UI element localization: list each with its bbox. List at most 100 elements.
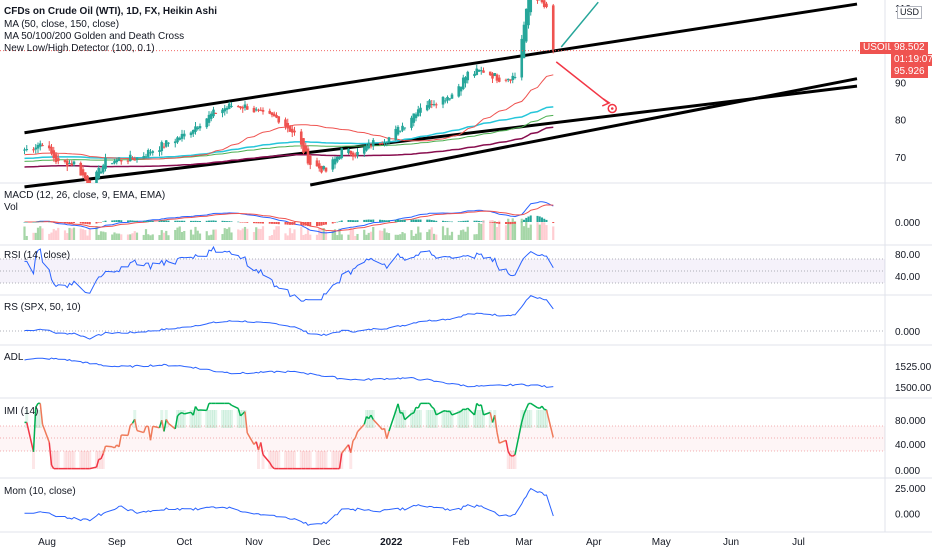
volume-bar [401,232,404,240]
imi-low-shade [299,451,303,469]
price-candles [23,0,555,183]
macd-histogram-bar [84,222,87,224]
imi-tick: 40.000 [895,440,926,451]
indicator-ma-label[interactable]: MA (50, close, 150, close) [4,19,120,30]
candle-body [36,144,40,149]
imi-low-shade [81,451,85,469]
macd-histogram-bar [286,222,289,225]
imi-high-shade [36,410,40,428]
candle-body [529,0,533,13]
volume-bar [414,233,418,240]
macd-histogram-bar [118,220,120,222]
imi-segment [168,422,176,430]
candle-body [536,0,539,1]
macd-histogram-bar [460,221,462,222]
macd-histogram-bar [190,220,192,222]
macd-histogram-bar [491,222,494,223]
rsi-tick: 80.00 [895,250,920,261]
macd-histogram-bar [230,221,233,222]
imi-high-shade [432,410,436,428]
adl-label[interactable]: ADL [4,352,24,363]
imi-high-shade [461,410,465,428]
mom-label[interactable]: Mom (10, close) [4,486,76,497]
imi-segment [350,440,354,453]
vol-label[interactable]: Vol [4,202,18,213]
imi-segment [228,402,232,406]
macd-histogram-bar [55,222,57,224]
imi-segment [111,446,115,449]
rs-tick: 0.000 [895,327,920,338]
volume-bar [286,235,289,240]
macd-histogram-bar [509,222,512,225]
volume-bar [446,227,449,240]
time-tick-label: Jun [723,537,739,548]
imi-segment [512,454,516,457]
candle-body [466,71,470,81]
volume-bar [237,229,240,240]
imi-segment [386,430,390,439]
rs-label[interactable]: RS (SPX, 50, 10) [4,302,81,313]
volume-bar [529,224,532,240]
time-tick-label: Apr [586,537,602,548]
macd-histogram-bar [412,219,415,222]
indicator-newlow-label[interactable]: New Low/High Detector (100, 0.1) [4,43,155,54]
volume-bar [333,229,337,240]
candle-body [38,143,42,147]
candle-body [443,100,447,102]
macd-histogram-bar [82,222,84,224]
imi-high-shade [529,410,533,428]
candle-body [450,94,454,99]
imi-segment [417,403,422,409]
macd-histogram-bar [291,222,294,225]
imi-segment [184,411,192,415]
macd-histogram-bar [48,221,51,223]
currency-badge[interactable]: USD [897,6,923,19]
macd-histogram-bar [275,222,278,224]
volume-bar [120,234,123,240]
candle-body [380,143,384,145]
macd-histogram-bar [268,222,271,224]
candle-body [304,145,308,152]
imi-segment [129,422,134,426]
imi-segment [428,402,433,408]
macd-histogram-bar [514,222,516,224]
macd-histogram-bar [394,219,397,222]
candle-body [410,117,413,128]
volume-bar [304,233,307,240]
candle-body [347,148,350,154]
volume-bar [205,231,208,240]
volume-bar [338,228,341,240]
volume-bar [32,232,35,240]
candle-body [135,157,139,160]
indicator-cross-label[interactable]: MA 50/100/200 Golden and Death Cross [4,31,185,42]
imi-low-shade [511,451,515,469]
macd-histogram-bar [88,222,91,225]
macd-label[interactable]: MACD (12, 26, close, 9, EMA, EMA) [4,190,166,201]
imi-segment [463,408,466,411]
imi-segment [433,408,437,416]
rsi-label[interactable]: RSI (14, close) [4,250,71,261]
volume-bar [176,227,179,240]
volume-bar [513,221,517,240]
volume-bar [241,228,244,240]
macd-histogram-bar [210,220,213,222]
imi-high-shade [459,410,463,428]
volume-bar [356,233,359,240]
imi-low-shade [99,451,103,469]
imi-high-shade [450,410,454,428]
imi-segment [271,465,275,470]
macd-histogram-bar [23,222,26,223]
imi-segment [483,411,491,416]
macd-histogram-bar [356,220,359,222]
volume-bar [257,228,260,240]
imi-low-shade [277,451,281,469]
imi-segment [134,419,138,431]
volume-bar [97,234,100,240]
trend-line [309,77,858,187]
volume-bar [444,235,447,240]
volume-bar [228,227,231,240]
candle-body [394,128,398,140]
imi-label[interactable]: IMI (14) [4,406,39,417]
imi-segment [41,423,50,443]
